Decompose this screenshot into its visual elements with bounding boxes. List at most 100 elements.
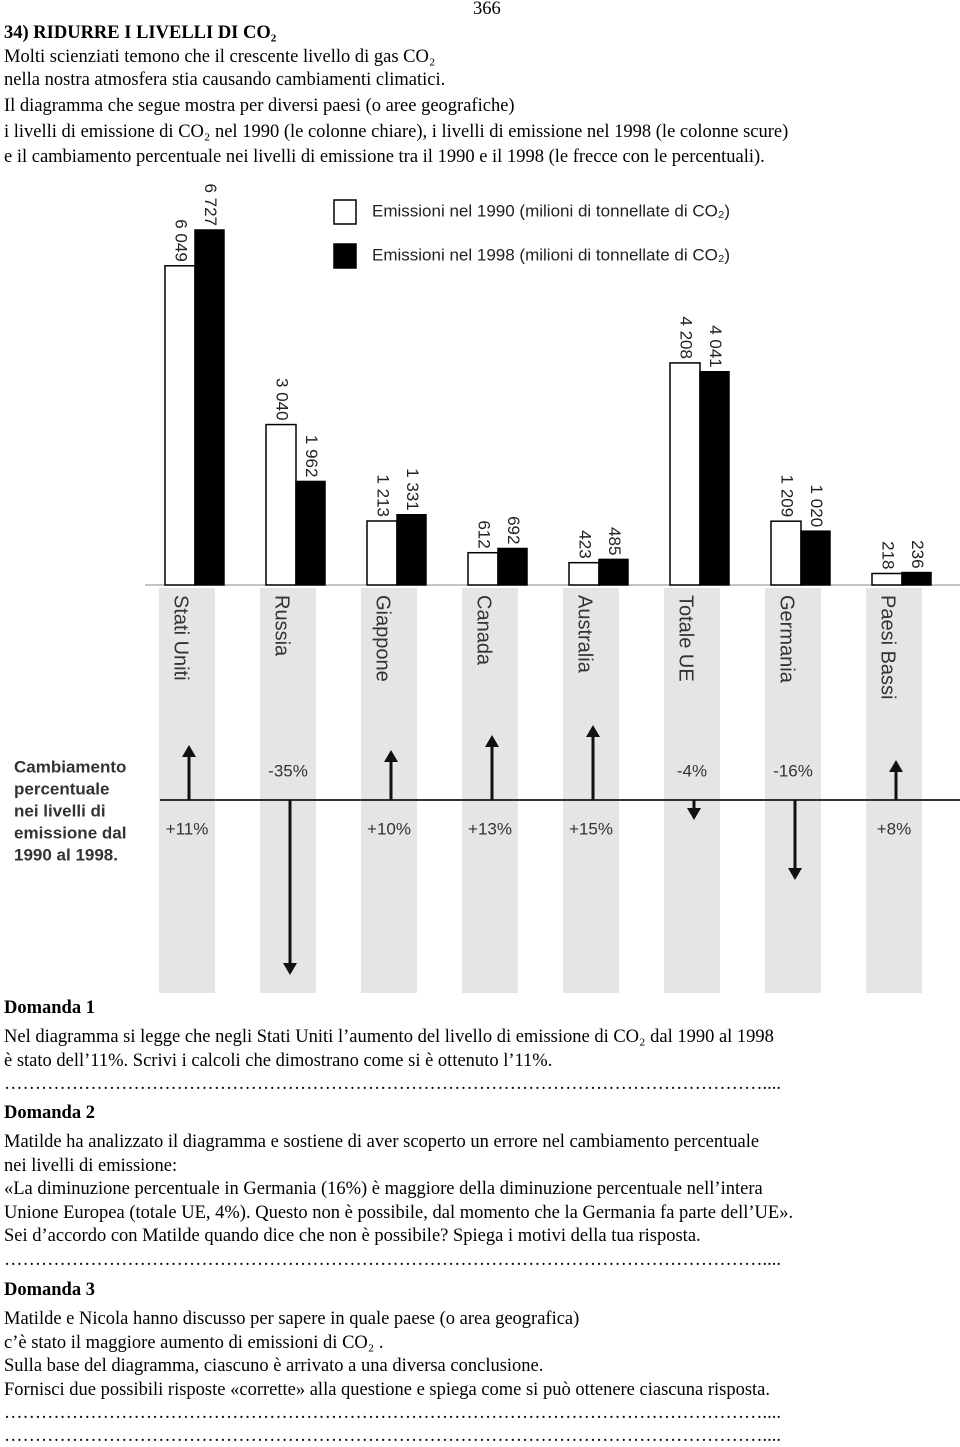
value-label: 4 041 [706, 325, 725, 368]
question-line: è stato dell’11%. Scrivi i calcoli che d… [4, 1050, 553, 1071]
question-line: «La diminuzione percentuale in Germania … [4, 1179, 763, 1200]
category-strip [765, 588, 821, 993]
question-line: Fornisci due possibili risposte «corrett… [4, 1379, 771, 1400]
change-value-label: -16% [773, 761, 813, 780]
arrow-head [485, 735, 499, 747]
bar [598, 558, 629, 586]
change-label: Cambiamento [14, 757, 126, 776]
bar [194, 229, 225, 586]
question-line: Nel diagramma si legge che negli Stati U… [4, 1027, 774, 1047]
bar [467, 551, 499, 586]
question-title: Domanda 2 [4, 1103, 95, 1123]
category-strip [159, 588, 215, 993]
value-label: 4 208 [677, 316, 696, 359]
category-strip [866, 588, 922, 993]
bar [396, 514, 427, 586]
category-strip [260, 588, 316, 993]
value-label: 485 [605, 527, 624, 555]
value-label: 692 [504, 516, 523, 544]
value-label: 612 [475, 520, 494, 548]
question-title: Domanda 3 [4, 1280, 95, 1300]
change-value-label: +15% [569, 819, 613, 838]
category-label: Australia [574, 595, 596, 674]
question-line: Matilde ha analizzato il diagramma e sos… [4, 1132, 760, 1152]
answer-dots: …………………………………………………………………………………………………………… [4, 1250, 781, 1270]
bar [699, 370, 730, 586]
bar [366, 520, 398, 586]
value-label: 1 962 [302, 435, 321, 478]
category-strip [563, 588, 619, 993]
value-label: 6 049 [172, 219, 191, 262]
answer-dots: …………………………………………………………………………………………………………… [4, 1074, 781, 1095]
category-label: Russia [271, 595, 293, 657]
change-value-label: +13% [468, 819, 512, 838]
category-strip [462, 588, 518, 993]
bar [265, 423, 297, 586]
arrow-head [283, 963, 297, 975]
bar [871, 572, 903, 586]
value-label: 1 213 [374, 474, 393, 517]
value-label: 1 020 [807, 485, 826, 528]
value-label: 1 209 [778, 475, 797, 518]
category-label: Totale UE [675, 595, 697, 682]
bar [800, 530, 831, 586]
question-line: Matilde e Nicola hanno discusso per sape… [4, 1309, 580, 1329]
arrow-head [687, 808, 701, 820]
intro-line: Il diagramma che segue mostra per divers… [4, 96, 515, 116]
arrow-head [182, 745, 196, 757]
category-strip [361, 588, 417, 993]
question-line: Sei d’accordo con Matilde quando dice ch… [4, 1226, 701, 1247]
value-label: 6 727 [201, 183, 220, 226]
bar [295, 480, 326, 586]
question-line: Unione Europea (totale UE, 4%). Questo n… [4, 1202, 794, 1223]
answer-dots: …………………………………………………………………………………………………………… [4, 1426, 781, 1447]
change-value-label: +11% [166, 819, 209, 838]
question-line: nei livelli di emissione: [4, 1155, 178, 1176]
legend-label: Emissioni nel 1990 (milioni di tonnellat… [372, 201, 730, 220]
change-label: nei livelli di [14, 801, 106, 820]
legend-swatch [333, 199, 357, 225]
bar [901, 571, 932, 586]
arrow-head [384, 750, 398, 762]
category-label: Giappone [372, 595, 394, 682]
category-label: Paesi Bassi [877, 595, 899, 700]
bar [164, 265, 196, 586]
arrow-head [788, 868, 802, 880]
bar [770, 520, 802, 586]
question-title: Domanda 1 [4, 998, 95, 1018]
bar [497, 547, 528, 586]
bar [568, 561, 600, 586]
bar [669, 362, 701, 586]
value-label: 3 040 [273, 378, 292, 421]
change-value-label: +8% [877, 819, 912, 838]
value-label: 218 [879, 541, 898, 569]
value-label: 423 [576, 530, 595, 558]
intro-line: nella nostra atmosfera stia causando cam… [4, 70, 446, 90]
page-number: 366 [473, 0, 501, 19]
question-line: c’è stato il maggiore aumento di emissio… [4, 1332, 384, 1353]
category-label: Stati Uniti [170, 595, 192, 681]
legend-swatch [333, 243, 357, 269]
arrow-head [586, 725, 600, 737]
value-label: 1 331 [403, 468, 422, 511]
arrow-head [889, 760, 903, 772]
change-label: emissione dal [14, 823, 126, 842]
change-label: percentuale [14, 779, 109, 798]
intro-line: e il cambiamento percentuale nei livelli… [4, 147, 765, 167]
question-line: Sulla base del diagramma, ciascuno è arr… [4, 1356, 544, 1377]
change-value-label: -4% [677, 761, 707, 780]
answer-dots: …………………………………………………………………………………………………………… [4, 1403, 781, 1424]
category-label: Canada [473, 595, 495, 666]
value-label: 236 [908, 540, 927, 568]
change-value-label: +10% [367, 819, 411, 838]
intro-line: i livelli di emissione di CO₂ nel 1990 (… [4, 122, 789, 142]
title: 34) RIDURRE I LIVELLI DI CO₂ [4, 23, 277, 43]
change-label: 1990 al 1998. [14, 845, 118, 864]
legend-label: Emissioni nel 1998 (milioni di tonnellat… [372, 245, 730, 264]
category-label: Germania [776, 595, 798, 684]
category-strip [664, 588, 720, 993]
change-value-label: -35% [268, 761, 308, 780]
intro-line: Molti scienziati temono che il crescente… [4, 47, 436, 67]
